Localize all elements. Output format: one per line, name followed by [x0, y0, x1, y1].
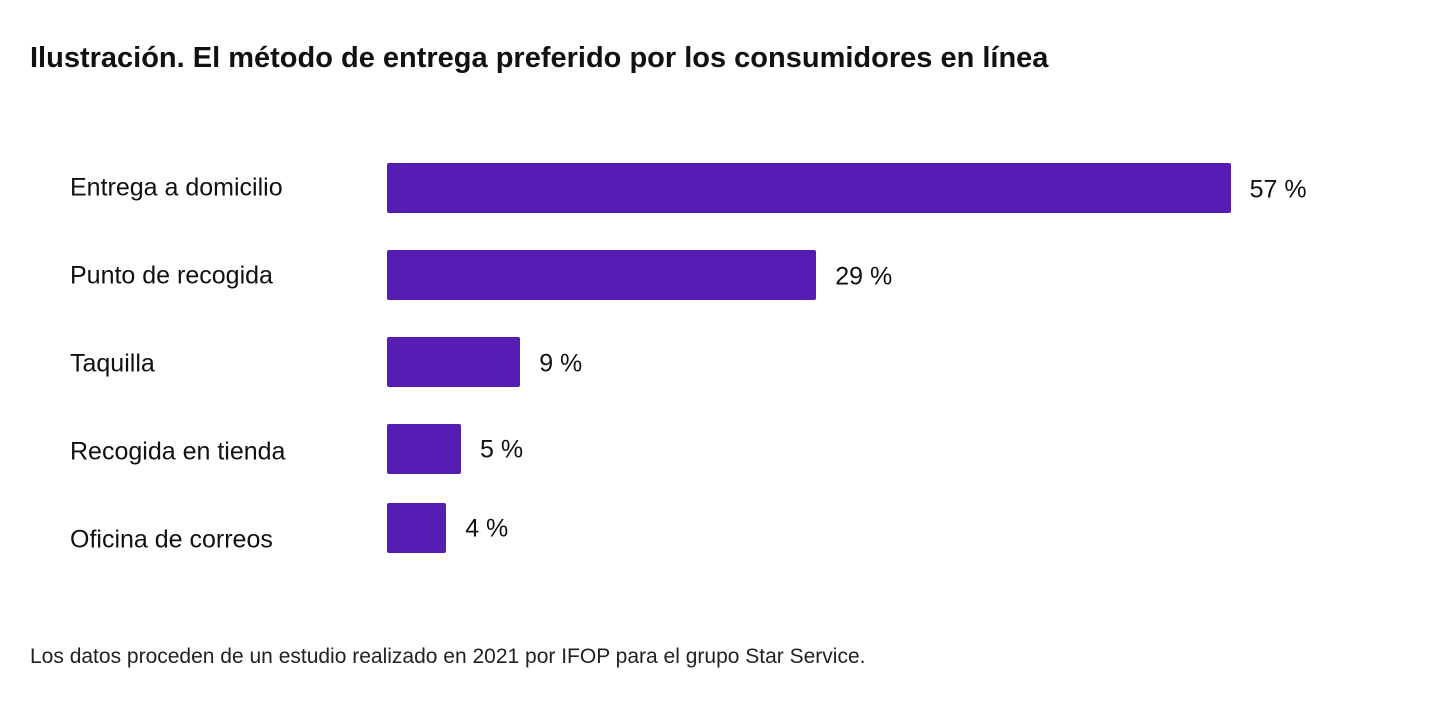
- value-label: 4 %: [465, 514, 509, 543]
- chart-title: Ilustración. El método de entrega prefer…: [30, 42, 1049, 74]
- category-label: Entrega a domicilio: [70, 173, 283, 202]
- bar: [387, 163, 1231, 213]
- bar: [387, 337, 521, 387]
- bar: [387, 503, 447, 553]
- bar: [387, 250, 817, 300]
- value-label: 9 %: [539, 349, 583, 378]
- value-label: 57 %: [1249, 175, 1307, 204]
- category-label: Recogida en tienda: [70, 437, 286, 466]
- value-label: 5 %: [480, 435, 524, 464]
- source-note: Los datos proceden de un estudio realiza…: [30, 645, 866, 668]
- value-label: 29 %: [835, 262, 893, 291]
- category-label: Taquilla: [70, 349, 155, 378]
- category-label: Oficina de correos: [70, 525, 273, 554]
- bar: [387, 424, 461, 474]
- category-label: Punto de recogida: [70, 261, 273, 290]
